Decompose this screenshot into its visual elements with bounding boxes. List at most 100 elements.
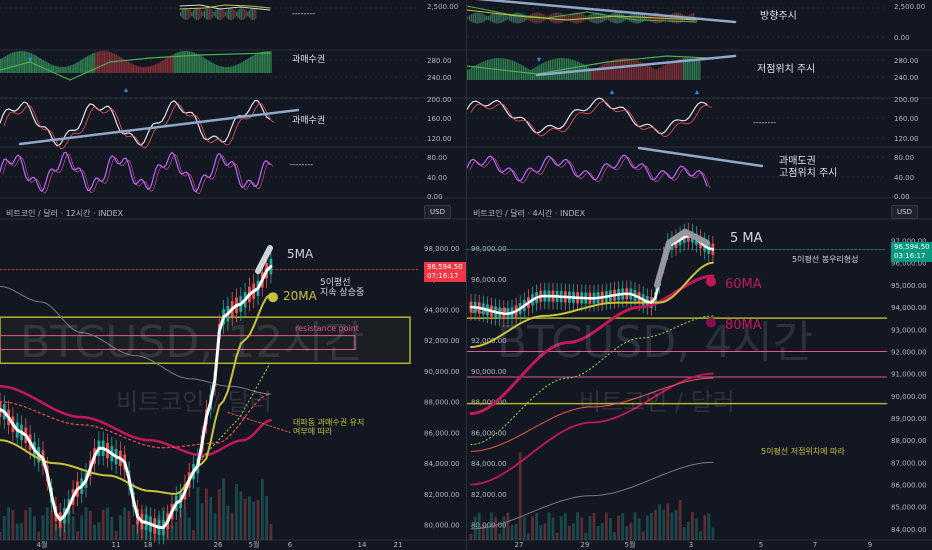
symbol-header[interactable]: 비트코인 / 달러 · 12시간 · INDEX [6, 209, 124, 218]
volume-bar [226, 506, 230, 540]
volume-bar [686, 522, 690, 540]
histogram-bar [183, 8, 185, 20]
histogram-bar [200, 56, 202, 73]
histogram-bar [638, 60, 640, 80]
histogram-bar [470, 14, 473, 22]
histogram-bar [674, 12, 676, 24]
histogram-bar [585, 65, 588, 80]
histogram-bar [232, 8, 234, 20]
histogram-bar [136, 65, 138, 73]
histogram-bar [544, 62, 546, 80]
indicator-axis-label: 280.00 [427, 57, 452, 65]
indicator-axis-label: 120.00 [894, 135, 919, 143]
note-line-2: 고점위치 주시 [779, 167, 838, 179]
histogram-bar [115, 54, 117, 73]
histogram-bar [187, 51, 189, 73]
histogram-bar [62, 66, 65, 73]
histogram-bar [605, 16, 608, 20]
signal-down-arrow [28, 58, 32, 62]
histogram-bar [636, 12, 638, 24]
note-line-1: 과매도권 [779, 156, 816, 167]
histogram-bar [204, 58, 206, 73]
chart-pane-4h[interactable]: 2,500.00 0.00 280.00 240.00 200.00 160.00 120.… [466, 0, 932, 550]
histogram-bar [154, 64, 157, 73]
histogram-bar [229, 66, 231, 73]
histogram-bar [255, 9, 257, 19]
histogram-bar [159, 61, 162, 73]
histogram-bar [261, 51, 264, 73]
chart-canvas-12h[interactable]: 2,500.00 280.00 240.00 200.00 160.00 120.00 80… [0, 0, 466, 550]
histogram-bar [474, 12, 476, 24]
symbol-header[interactable]: 비트코인 / 달러 · 4시간 · INDEX [473, 209, 586, 218]
volume-bar [498, 533, 502, 540]
histogram-bar [518, 12, 520, 24]
histogram-bar [66, 66, 68, 73]
currency-button[interactable]: USD [424, 205, 451, 219]
indicator-axis-label: 120.00 [427, 135, 452, 143]
histogram-bar [656, 69, 658, 80]
volume-bar [584, 532, 588, 540]
histogram-bar [530, 69, 532, 80]
histogram-bar [240, 8, 242, 20]
histogram-bar [217, 65, 219, 73]
volume-bar [209, 497, 213, 540]
histogram-bar [117, 55, 119, 73]
histogram-bar [268, 51, 270, 73]
histogram-bar [270, 51, 272, 73]
histogram-bar [103, 51, 106, 73]
signal-down-arrow [537, 58, 541, 62]
histogram-bar [506, 16, 509, 20]
histogram-bar [514, 12, 516, 24]
histogram-bar [477, 63, 480, 80]
histogram-bar [598, 66, 600, 80]
volume-bar [613, 532, 616, 540]
histogram-bar [189, 10, 191, 18]
ma-gray-line [470, 461, 714, 530]
histogram-bar [632, 13, 634, 23]
histogram-bar [504, 58, 507, 80]
volume-bar [235, 484, 238, 540]
histogram-bar [209, 61, 211, 73]
volume-bar [119, 514, 122, 540]
volume-bar [592, 512, 596, 540]
histogram-bar [64, 66, 66, 73]
histogram-bar [674, 60, 676, 80]
histogram-bar [573, 12, 575, 24]
volume-bar [494, 516, 497, 540]
histogram-bar [214, 63, 216, 73]
histogram-bar [546, 61, 548, 80]
histogram-bar [584, 64, 586, 80]
histogram-bar [573, 60, 575, 80]
histogram-bar [156, 63, 158, 73]
histogram-bar [8, 54, 10, 73]
histogram-bar [501, 13, 503, 23]
histogram-bar [600, 65, 602, 80]
histogram-bar [236, 64, 238, 73]
histogram-bar [487, 15, 490, 21]
histogram-bar [647, 65, 649, 80]
volume-bar [621, 513, 625, 540]
histogram-bar [242, 8, 244, 20]
trendline-down [637, 146, 764, 168]
indicator-axis-label: 0.00 [894, 193, 910, 201]
histogram-bar [221, 8, 223, 20]
histogram-bar [190, 51, 192, 73]
histogram-bar [677, 59, 679, 80]
volume-bar [243, 498, 247, 540]
volume-bar [24, 510, 28, 540]
histogram-bar [258, 52, 260, 73]
histogram-bar [98, 51, 100, 73]
histogram-bar [130, 63, 133, 73]
ma5-label: 5 MA [730, 231, 763, 246]
volume-bar [205, 488, 208, 540]
time-axis-label: 7 [813, 541, 817, 549]
ma5-line [469, 234, 715, 315]
chart-pane-12h[interactable]: 2,500.00 280.00 240.00 200.00 160.00 120.00 80… [0, 0, 466, 550]
volume-bar [114, 530, 118, 540]
price-axis-label: 82,000.00 [424, 491, 460, 499]
currency-button[interactable]: USD [891, 205, 918, 219]
chart-canvas-4h[interactable]: 2,500.00 0.00 280.00 240.00 200.00 160.00 120.… [467, 0, 932, 550]
histogram-bar [178, 51, 180, 73]
histogram-bar [643, 63, 645, 80]
histogram-bar [253, 8, 255, 20]
